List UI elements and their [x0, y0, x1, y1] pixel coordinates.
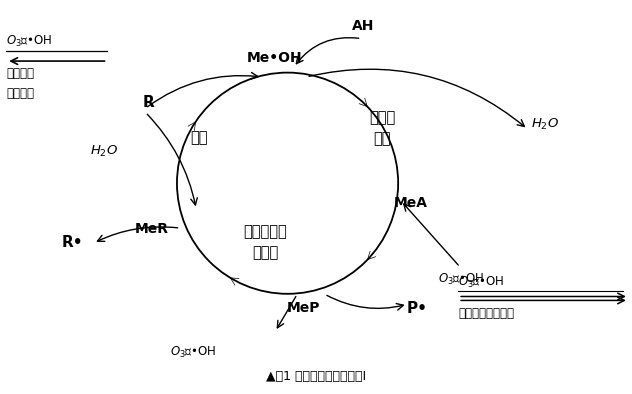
Text: $O_3$或•OH: $O_3$或•OH [438, 272, 485, 287]
Text: Me•OH: Me•OH [247, 51, 303, 65]
Text: $O_3$或•OH: $O_3$或•OH [169, 345, 216, 360]
Text: 氧化反应: 氧化反应 [6, 87, 34, 100]
Text: R•: R• [62, 235, 83, 250]
Text: P•: P• [406, 301, 428, 316]
Text: 溶液中的氧化反应: 溶液中的氧化反应 [458, 307, 514, 320]
Text: MeP: MeP [287, 301, 320, 315]
Text: R: R [143, 95, 154, 110]
Text: $H_2O$: $H_2O$ [90, 144, 118, 159]
Text: $O_3$或•OH: $O_3$或•OH [458, 275, 505, 290]
Text: 吸附有机物
的氧化: 吸附有机物 的氧化 [243, 224, 288, 260]
Text: MeR: MeR [135, 222, 169, 236]
Text: 有机物
吸附: 有机物 吸附 [369, 110, 396, 146]
Text: ▲图1 金属催化臭氧化机理Ⅰ: ▲图1 金属催化臭氧化机理Ⅰ [266, 370, 366, 383]
Text: AH: AH [352, 19, 375, 33]
Text: $H_2O$: $H_2O$ [531, 117, 559, 132]
Text: 脱附: 脱附 [190, 130, 208, 145]
Text: MeA: MeA [393, 196, 427, 210]
Text: $O_3$或•OH: $O_3$或•OH [6, 34, 53, 49]
Text: 溶液中的: 溶液中的 [6, 67, 34, 80]
